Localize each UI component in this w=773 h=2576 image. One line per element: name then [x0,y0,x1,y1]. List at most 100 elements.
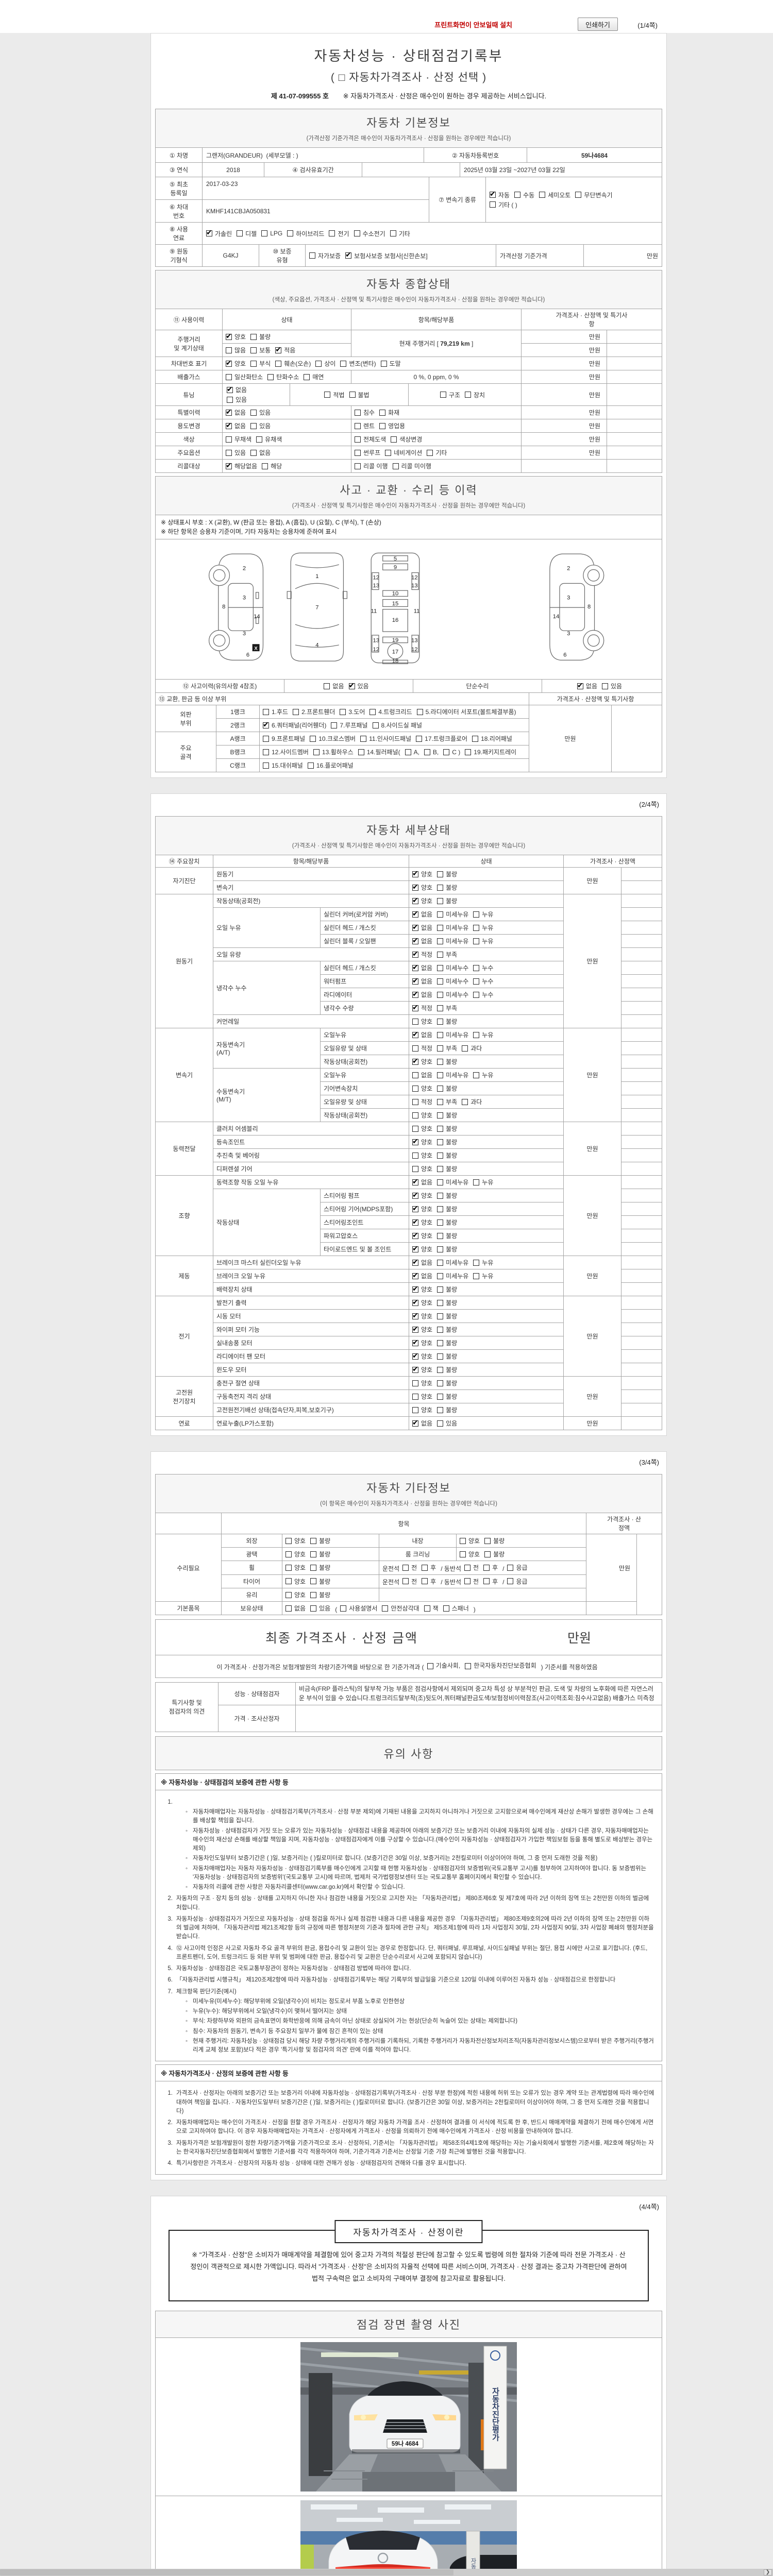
unchecked-checkbox-icon[interactable] [262,463,268,469]
checked-checkbox-icon[interactable] [412,990,419,998]
unchecked-checkbox-icon[interactable] [602,683,608,689]
unchecked-checkbox-icon[interactable] [382,1605,389,1612]
unchecked-checkbox-icon[interactable] [310,735,316,742]
checkbox-option[interactable]: 불량 [437,1231,457,1240]
checkbox-option[interactable]: 부족 [437,950,457,959]
checkbox-option[interactable]: 적음 [275,345,295,354]
checkbox-option[interactable]: 리콜 미이행 [392,462,431,470]
checkbox-option[interactable]: 양호 [285,1550,306,1558]
unchecked-checkbox-icon[interactable] [437,1313,444,1319]
unchecked-checkbox-icon[interactable] [412,1098,419,1105]
unchecked-checkbox-icon[interactable] [422,1564,428,1571]
unchecked-checkbox-icon[interactable] [416,708,423,715]
checkbox-option[interactable]: A, [405,749,419,756]
checkbox-option[interactable]: 19.패키지트레이 [465,748,516,756]
unchecked-checkbox-icon[interactable] [460,1537,466,1544]
unchecked-checkbox-icon[interactable] [226,449,232,456]
checkbox-option[interactable]: 가솔린 [206,228,232,238]
checkbox-option[interactable]: 양호 [412,1244,432,1253]
unchecked-checkbox-icon[interactable] [473,1179,480,1185]
checkbox-option[interactable]: 후 [483,1577,498,1586]
unchecked-checkbox-icon[interactable] [412,1406,419,1413]
checkbox-option[interactable]: 18.리어패널 [472,734,512,743]
checkbox-option[interactable]: 적정 [412,1044,432,1053]
checkbox-option[interactable]: 양호 [412,1231,432,1240]
checkbox-option[interactable]: 불량 [437,1379,457,1387]
unchecked-checkbox-icon[interactable] [437,1045,444,1052]
checked-checkbox-icon[interactable] [412,1351,419,1360]
checkbox-option[interactable]: 양호 [412,1084,432,1093]
checkbox-option[interactable]: 자가보증 [309,251,341,260]
checked-checkbox-icon[interactable] [412,896,419,905]
unchecked-checkbox-icon[interactable] [391,436,397,443]
checked-checkbox-icon[interactable] [412,1204,419,1213]
checkbox-option[interactable]: 전 [402,1563,417,1572]
unchecked-checkbox-icon[interactable] [437,1125,444,1132]
unchecked-checkbox-icon[interactable] [437,1393,444,1400]
checked-checkbox-icon[interactable] [412,1030,419,1039]
horizontal-scrollbar[interactable]: ❯ [0,2569,773,2576]
unchecked-checkbox-icon[interactable] [437,1112,444,1118]
checked-checkbox-icon[interactable] [412,909,419,918]
unchecked-checkbox-icon[interactable] [340,360,347,367]
checkbox-option[interactable]: 장치 [465,391,485,399]
unchecked-checkbox-icon[interactable] [437,938,444,944]
unchecked-checkbox-icon[interactable] [437,871,444,877]
checkbox-option[interactable]: 양호 [412,1311,432,1320]
checkbox-option[interactable]: 해당 [262,462,282,470]
checkbox-option[interactable]: 미세누유 [437,910,468,919]
unchecked-checkbox-icon[interactable] [473,911,480,918]
checkbox-option[interactable]: 불량 [437,896,457,905]
unchecked-checkbox-icon[interactable] [402,1578,409,1584]
unchecked-checkbox-icon[interactable] [437,1031,444,1038]
checkbox-option[interactable]: 누유 [473,1030,493,1039]
unchecked-checkbox-icon[interactable] [473,964,480,971]
unchecked-checkbox-icon[interactable] [310,1564,317,1571]
checked-checkbox-icon[interactable] [412,1217,419,1226]
checkbox-option[interactable]: 11.인사이드패널 [360,734,411,743]
checkbox-option[interactable]: B, [424,749,439,756]
checkbox-option[interactable]: 없음 [250,448,271,457]
checkbox-option[interactable]: 없음 [412,1030,432,1039]
checkbox-option[interactable]: 많음 [226,346,246,354]
checkbox-option[interactable]: 누수 [473,963,493,972]
checkbox-option[interactable]: 양호 [285,1577,306,1586]
unchecked-checkbox-icon[interactable] [437,1286,444,1293]
checkbox-option[interactable]: 없음 [577,681,597,690]
checkbox-option[interactable]: 미세누수 [437,977,468,986]
checkbox-option[interactable]: 양호 [285,1536,306,1545]
checkbox-option[interactable]: 색상변경 [391,435,422,444]
unchecked-checkbox-icon[interactable] [405,749,411,755]
checkbox-option[interactable]: 전기 [329,229,349,238]
checkbox-option[interactable]: 양호 [285,1590,306,1599]
unchecked-checkbox-icon[interactable] [473,978,480,985]
unchecked-checkbox-icon[interactable] [437,897,444,904]
checkbox-option[interactable]: 양호 [412,1351,432,1361]
checked-checkbox-icon[interactable] [226,421,232,430]
unchecked-checkbox-icon[interactable] [250,333,257,340]
checkbox-option[interactable]: LPG [261,230,282,237]
checked-checkbox-icon[interactable] [412,1418,419,1427]
checkbox-option[interactable]: 불량 [437,1352,457,1361]
unchecked-checkbox-icon[interactable] [263,708,269,715]
checkbox-option[interactable]: 불량 [437,1191,457,1200]
checkbox-option[interactable]: 불량 [437,1218,457,1227]
checkbox-option[interactable]: 없음 [412,1258,432,1267]
unchecked-checkbox-icon[interactable] [354,230,360,236]
checkbox-option[interactable]: 8.사이드실 패널 [372,721,422,730]
unchecked-checkbox-icon[interactable] [437,1219,444,1226]
checkbox-option[interactable]: 구조 [440,391,460,399]
unchecked-checkbox-icon[interactable] [575,192,582,198]
unchecked-checkbox-icon[interactable] [465,392,471,398]
checked-checkbox-icon[interactable] [412,1284,419,1293]
checkbox-option[interactable]: 후 [422,1563,436,1572]
checkbox-option[interactable]: 양호 [412,1017,432,1026]
checked-checkbox-icon[interactable] [412,963,419,972]
checkbox-option[interactable]: 14.필러패널( [358,748,400,756]
checkbox-option[interactable]: 7.루프패널 [331,721,368,730]
unchecked-checkbox-icon[interactable] [310,1605,317,1612]
checkbox-option[interactable]: 불량 [437,1312,457,1320]
checkbox-option[interactable]: 2.프론트휀더 [293,707,335,716]
unchecked-checkbox-icon[interactable] [437,1005,444,1011]
unchecked-checkbox-icon[interactable] [473,1072,480,1078]
